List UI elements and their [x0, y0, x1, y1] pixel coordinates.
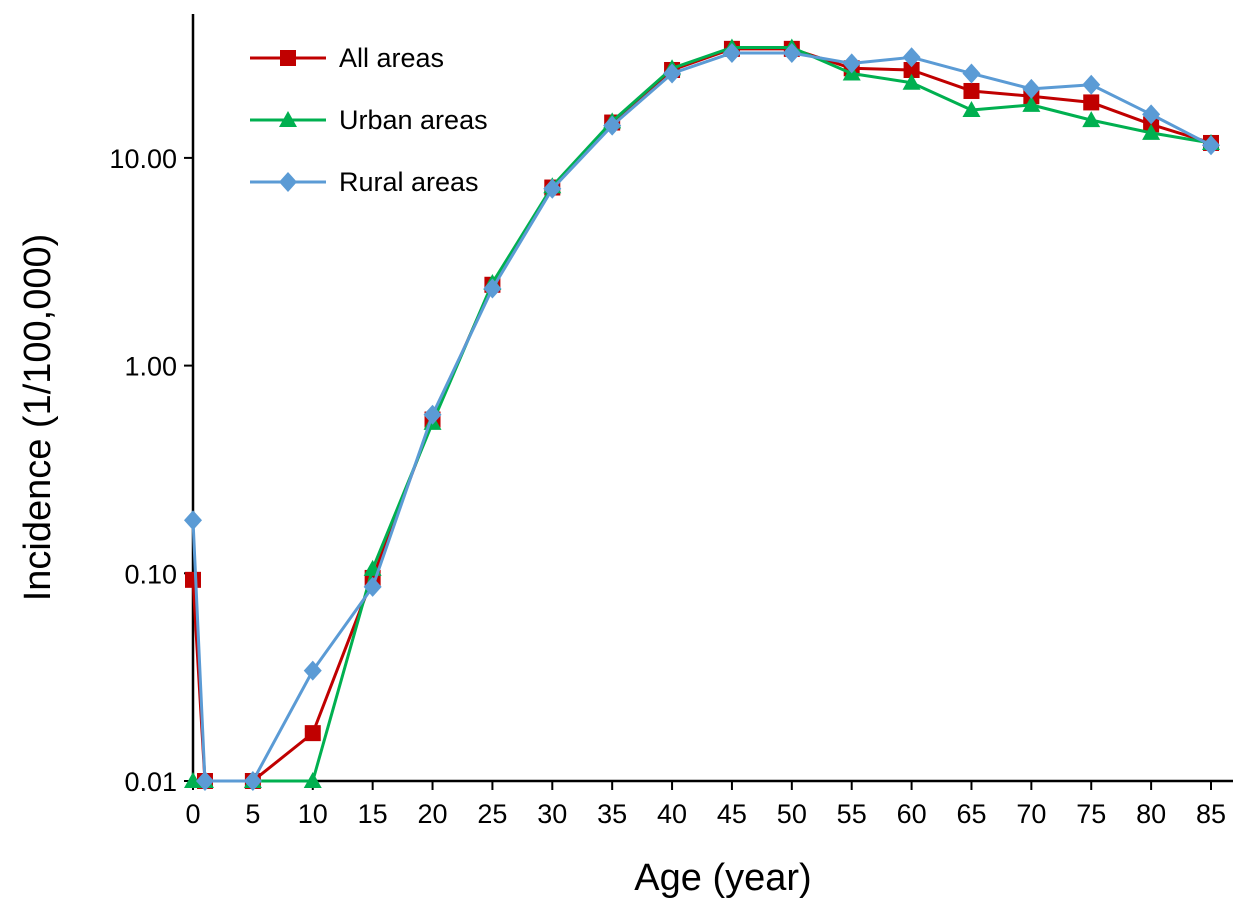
data-point — [363, 576, 382, 597]
data-point — [243, 771, 262, 791]
legend-label: Rural areas — [339, 167, 479, 197]
series-3 — [184, 42, 1220, 791]
x-tick-label: 20 — [418, 799, 448, 829]
legend-marker — [280, 50, 296, 66]
x-ticks: 0 5 10 15 20 25 30 35 40 45 50 55 60 65 70 75 80 85 — [185, 781, 1226, 829]
x-tick-label: 45 — [717, 799, 747, 829]
legend-entry: Rural areas — [250, 167, 479, 197]
x-tick-label: 40 — [657, 799, 687, 829]
x-axis-title: Age (year) — [634, 857, 811, 899]
series-line — [191, 47, 1212, 783]
x-tick-label: 30 — [537, 799, 567, 829]
data-point — [1022, 78, 1041, 99]
data-point — [1202, 135, 1220, 156]
data-point — [483, 278, 502, 299]
data-point — [185, 571, 201, 588]
data-point — [1142, 104, 1161, 125]
data-point — [903, 61, 920, 78]
legend-marker — [279, 111, 297, 127]
data-point — [782, 42, 801, 63]
x-tick-label: 15 — [358, 799, 388, 829]
legend-label: Urban areas — [339, 105, 488, 135]
legend: All areas Urban areas Rural areas — [250, 43, 488, 197]
data-point — [1083, 94, 1100, 111]
data-point — [663, 63, 682, 84]
y-tick-label: 0.01 — [124, 767, 177, 797]
series — [184, 38, 1220, 791]
legend-label: All areas — [339, 43, 444, 73]
data-point — [962, 101, 981, 118]
x-tick-label: 5 — [245, 799, 260, 829]
data-point — [1082, 111, 1101, 128]
x-tick-label: 75 — [1076, 799, 1106, 829]
x-tick-label: 65 — [956, 799, 986, 829]
data-point — [1022, 95, 1041, 112]
series-line — [191, 51, 1212, 783]
x-tick-label: 50 — [777, 799, 807, 829]
data-point — [1142, 123, 1161, 140]
x-tick-label: 85 — [1196, 799, 1226, 829]
legend-marker — [279, 172, 297, 192]
data-point — [902, 73, 921, 90]
y-ticks: 0.01 0.10 1.00 10.00 — [109, 144, 193, 797]
data-point — [423, 404, 442, 425]
x-tick-label: 35 — [597, 799, 627, 829]
axes: 0 5 10 15 20 25 30 35 40 45 50 55 60 65 70 75 80 85 0.010… — [109, 14, 1233, 829]
series-line — [193, 46, 1212, 783]
series-1 — [185, 40, 1219, 789]
legend-entry: Urban areas — [250, 105, 488, 135]
data-point — [303, 772, 322, 788]
legend-entry: All areas — [250, 43, 444, 73]
data-point — [543, 178, 562, 199]
x-tick-label: 0 — [185, 799, 200, 829]
data-point — [184, 772, 202, 788]
y-axis-title: Incidence (1/100,000) — [17, 234, 59, 602]
data-point — [304, 725, 321, 742]
data-point — [902, 47, 921, 68]
x-tick-label: 25 — [477, 799, 507, 829]
x-tick-label: 55 — [837, 799, 867, 829]
x-tick-label: 80 — [1136, 799, 1166, 829]
series-2 — [184, 38, 1220, 788]
data-point — [962, 63, 981, 84]
data-point — [963, 82, 980, 99]
data-point — [184, 510, 202, 531]
x-tick-label: 10 — [298, 799, 328, 829]
data-point — [842, 53, 861, 74]
data-point — [303, 660, 322, 681]
x-tick-label: 70 — [1016, 799, 1046, 829]
y-tick-label: 1.00 — [124, 352, 177, 382]
y-tick-label: 10.00 — [109, 144, 177, 174]
data-point — [1082, 74, 1101, 95]
x-tick-label: 60 — [897, 799, 927, 829]
data-point — [722, 42, 741, 63]
y-tick-label: 0.10 — [124, 559, 177, 589]
data-point — [195, 771, 214, 791]
data-point — [603, 115, 622, 136]
